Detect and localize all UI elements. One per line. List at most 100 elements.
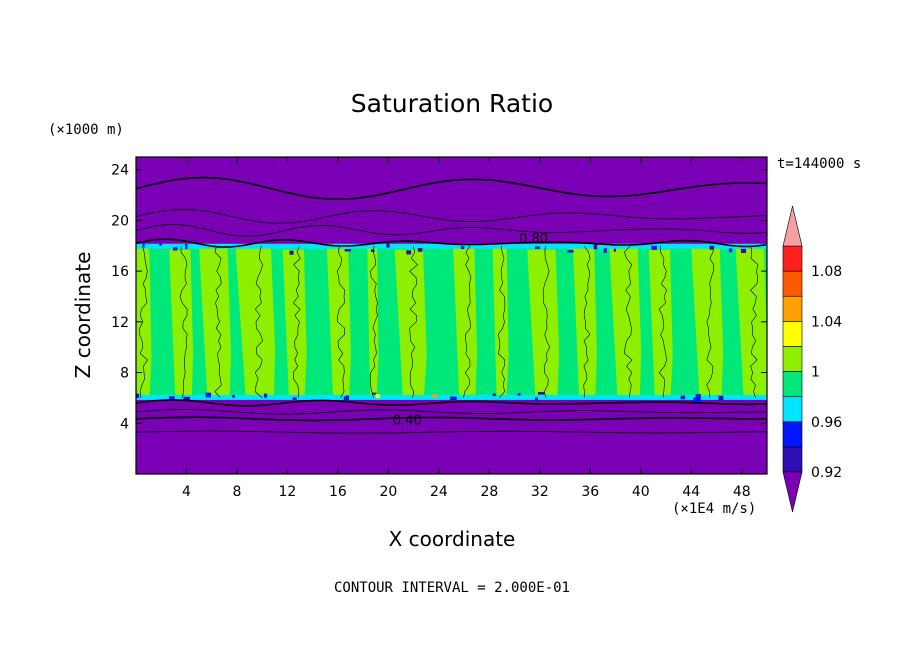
colorbar-tick-label: 0.96 — [811, 415, 842, 431]
x-unit-label: (×1E4 m/s) — [672, 501, 756, 517]
edge-patch — [613, 248, 616, 252]
contour-line-column — [214, 245, 222, 399]
supersaturation-patch — [432, 394, 437, 399]
edge-patch — [651, 245, 657, 250]
edge-patch — [292, 397, 297, 400]
y-tick-label: 12 — [111, 315, 129, 331]
edge-patch — [344, 249, 351, 252]
cloud-column — [670, 245, 701, 398]
edge-patch — [535, 246, 540, 249]
x-tick-label: 12 — [279, 484, 297, 500]
contour-label: 0.40 — [393, 413, 422, 428]
supersaturation-patch — [375, 394, 380, 399]
cloud-column — [506, 247, 537, 398]
cloud-column — [304, 245, 335, 398]
chart-title: Saturation Ratio — [351, 89, 553, 118]
cloud-column — [557, 245, 581, 398]
cloud-column — [349, 249, 372, 398]
edge-patch — [185, 243, 188, 249]
cloud-column — [423, 245, 462, 398]
contour-line-lower — [136, 430, 767, 434]
colorbar-lower-arrow — [782, 471, 803, 513]
y-unit-label: (×1000 m) — [48, 122, 124, 138]
contour-line-column — [336, 245, 346, 399]
contour-line-column — [139, 245, 148, 398]
plot-frame — [135, 156, 768, 475]
edge-patch — [537, 392, 545, 395]
contour-line-column — [409, 245, 419, 398]
x-tick-label: 20 — [379, 484, 397, 500]
edge-patch — [603, 248, 607, 253]
edge-patch — [517, 393, 521, 396]
x-tick-label: 44 — [682, 484, 700, 500]
edge-patch — [709, 245, 714, 250]
contour-line-moist-base — [136, 399, 767, 407]
edge-patch — [232, 394, 235, 398]
cloud-column — [609, 245, 643, 398]
x-tick-label: 28 — [480, 484, 498, 500]
contour-line-upper — [136, 176, 767, 200]
cloud-column — [648, 249, 674, 398]
colorbar-band — [782, 321, 803, 347]
contour-line-column — [254, 245, 264, 399]
edge-patch — [142, 243, 145, 248]
time-label: t=144000 s — [777, 156, 861, 172]
edge-patch — [460, 246, 465, 250]
colorbar-tick-label: 1.08 — [811, 264, 842, 280]
edge-patch — [371, 392, 377, 395]
edge-patch — [205, 392, 212, 398]
edge-patch — [718, 395, 724, 401]
edge-patch — [449, 396, 457, 400]
x-tick-label: 8 — [232, 484, 241, 500]
contour-line-upper — [136, 224, 767, 237]
edge-patch — [680, 395, 686, 400]
colorbar-band — [782, 245, 803, 272]
edge-patch — [345, 395, 350, 401]
contour-interval-note: CONTOUR INTERVAL = 2.000E-01 — [334, 580, 570, 596]
edge-patch — [386, 243, 390, 248]
edge-patch — [741, 248, 747, 254]
colorbar-tick-label: 1.04 — [811, 314, 842, 330]
x-tick-label: 24 — [430, 484, 448, 500]
contour-line-column — [658, 245, 668, 398]
x-tick-label: 48 — [733, 484, 751, 500]
contour-line-column — [369, 245, 378, 398]
cloud-column — [394, 249, 429, 398]
contour-line-upper — [136, 209, 767, 224]
edge-patch — [169, 396, 175, 400]
y-axis-ticks: 4 8 12 16 20 24 — [111, 163, 767, 432]
x-axis-ticks: 4 8 12 16 20 24 28 32 36 40 44 48 — [182, 157, 751, 500]
plot-area: 0.40 0.80 — [136, 157, 767, 474]
contour-label: 0.80 — [519, 232, 548, 247]
contour-line-column — [463, 245, 472, 398]
contour-line-column — [583, 245, 591, 398]
cloud-column — [282, 249, 308, 398]
x-axis-title: X coordinate — [389, 527, 516, 551]
edge-patch — [289, 250, 294, 255]
edge-patch — [535, 397, 539, 402]
edge-patch — [593, 244, 598, 250]
edge-patch — [417, 248, 423, 252]
colorbar-band — [782, 446, 803, 473]
contour-line-column — [179, 245, 188, 398]
edge-patch — [172, 247, 178, 251]
contour-line-column — [624, 245, 633, 398]
edge-patch — [492, 393, 496, 397]
cloud-column — [199, 247, 233, 398]
edge-patch — [567, 250, 574, 253]
y-tick-label: 20 — [111, 213, 129, 229]
y-axis-title: Z coordinate — [71, 252, 95, 379]
colorbar-band — [782, 371, 803, 397]
cloud-column — [527, 249, 561, 398]
colorbar-tick-label: 1 — [811, 365, 820, 381]
colorbar-band — [782, 396, 803, 423]
cloud-column — [136, 245, 153, 398]
cloud-column — [169, 249, 195, 398]
edge-patch — [159, 243, 162, 246]
colorbar-upper-arrow — [782, 205, 803, 247]
cloud-column — [453, 247, 479, 398]
colorbar-tick-label: 0.92 — [811, 465, 842, 481]
x-tick-label: 4 — [182, 484, 191, 500]
colorbar-band — [782, 421, 803, 448]
